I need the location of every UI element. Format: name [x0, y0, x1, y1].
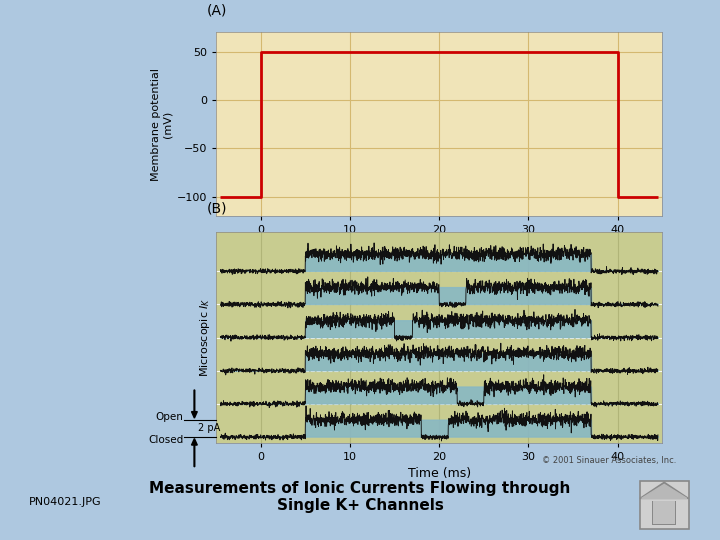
Text: (A): (A): [207, 4, 228, 18]
Text: © 2001 Sinauer Associates, Inc.: © 2001 Sinauer Associates, Inc.: [542, 456, 677, 465]
X-axis label: Time (ms): Time (ms): [408, 468, 471, 481]
Text: Measurements of Ionic Currents Flowing through
Single K+ Channels: Measurements of Ionic Currents Flowing t…: [149, 481, 571, 513]
Y-axis label: Membrane potential
(mV): Membrane potential (mV): [150, 68, 172, 181]
X-axis label: Time (ms): Time (ms): [408, 241, 471, 254]
Text: Open: Open: [156, 412, 184, 422]
Bar: [652, 501, 676, 525]
Text: 2 pA: 2 pA: [198, 423, 220, 433]
Polygon shape: [642, 484, 687, 498]
Text: Closed: Closed: [148, 435, 184, 444]
Text: (B): (B): [207, 201, 228, 215]
Polygon shape: [640, 482, 688, 498]
Y-axis label: Microscopic $I_K$: Microscopic $I_K$: [198, 298, 212, 377]
Bar: [654, 501, 675, 524]
Text: PN04021.JPG: PN04021.JPG: [29, 497, 102, 507]
FancyBboxPatch shape: [640, 481, 688, 529]
